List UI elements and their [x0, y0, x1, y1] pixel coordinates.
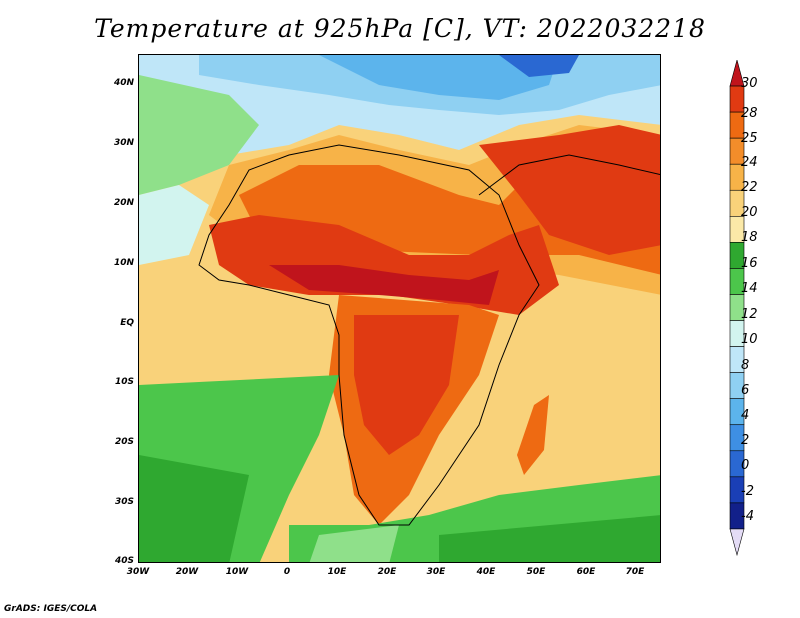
lon-label-20w: 20W	[175, 567, 199, 577]
lat-label-30n: 30N	[113, 138, 134, 148]
colorbar-label-18: 18	[741, 230, 758, 245]
colorbar-label-24: 24	[741, 155, 758, 170]
colorbar-label-minus4: -4	[741, 509, 754, 524]
colorbar-label-20: 20	[741, 205, 758, 220]
lon-label-30e: 30E	[426, 567, 446, 577]
lat-label-20n: 20N	[113, 198, 134, 208]
europe-coldest-zone	[499, 55, 579, 77]
temperature-field	[139, 55, 660, 562]
colorbar-label-30: 30	[741, 76, 758, 91]
colorbar-label-14: 14	[741, 281, 758, 296]
south-atlantic-darkgreen	[139, 455, 249, 562]
colorbar-label-4: 4	[741, 408, 750, 423]
colorbar-label-minus2: -2	[741, 484, 754, 499]
footer-credit: GrADS: IGES/COLA	[4, 604, 98, 614]
colorbar-label-2: 2	[741, 433, 750, 448]
africa-coastline	[198, 144, 540, 526]
central-africa-hottest	[269, 265, 499, 305]
colorbar-label-16: 16	[741, 256, 758, 271]
lat-label-10n: 10N	[113, 258, 134, 268]
colorbar	[729, 60, 745, 557]
colorbar-label-0: 0	[741, 458, 750, 473]
lat-label-30s: 30S	[114, 497, 134, 507]
southern-ocean-darkgreen	[439, 515, 660, 562]
lon-label-0: 0	[283, 567, 291, 577]
arabia-hot	[479, 125, 660, 255]
colorbar-label-8: 8	[741, 358, 750, 373]
colorbar-label-25: 25	[741, 131, 758, 146]
europe-colder-zone	[319, 55, 559, 100]
lon-label-10e: 10E	[327, 567, 347, 577]
colorbar-label-6: 6	[741, 383, 750, 398]
colorbar-label-12: 12	[741, 307, 758, 322]
lon-label-50e: 50E	[526, 567, 546, 577]
colorbar-label-28: 28	[741, 106, 758, 121]
lon-label-70e: 70E	[625, 567, 645, 577]
southern-africa-hotter	[354, 315, 459, 455]
lat-label-eq: EQ	[120, 318, 134, 328]
atlantic-subtropic-pale	[139, 185, 209, 265]
lon-label-60e: 60E	[576, 567, 596, 577]
lon-label-10w: 10W	[225, 567, 249, 577]
lon-label-20e: 20E	[377, 567, 397, 577]
arabia-coastline	[478, 154, 660, 196]
lat-label-20s: 20S	[114, 437, 134, 447]
colorbar-segment	[729, 528, 745, 557]
lon-label-40e: 40E	[476, 567, 496, 577]
colorbar-label-10: 10	[741, 332, 758, 347]
colorbar-label-22: 22	[741, 180, 758, 195]
lon-label-30w: 30W	[126, 567, 150, 577]
madagascar	[517, 395, 549, 475]
lat-label-40s: 40S	[114, 556, 134, 566]
map-title: Temperature at 925hPa [C], VT: 202203221…	[94, 14, 706, 43]
lat-label-10s: 10S	[114, 377, 134, 387]
temperature-map	[138, 54, 661, 563]
cape-waters-green	[309, 525, 399, 562]
lat-label-40n: 40N	[113, 78, 134, 88]
